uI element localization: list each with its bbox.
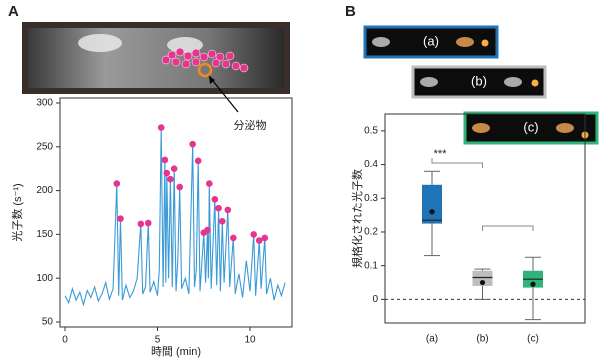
mean	[479, 279, 486, 286]
condition-label: (c)	[523, 119, 538, 134]
photo	[22, 22, 290, 94]
y-tick-label: 0.1	[364, 260, 378, 271]
peak-marker	[224, 206, 232, 214]
plot-frame	[59, 97, 293, 328]
x-axis-label: 時間 (min)	[151, 345, 201, 358]
arrow	[208, 75, 239, 113]
peak-marker	[170, 165, 178, 172]
peak-marker	[194, 157, 202, 165]
y-tick-label: 100	[36, 273, 53, 284]
annotation: 分泌物	[234, 118, 267, 132]
peak-marker	[255, 237, 263, 244]
condition-label: (b)	[471, 73, 487, 88]
fly	[472, 123, 490, 133]
y-tick-label: 0.4	[364, 159, 378, 170]
y-tick-label: 0	[372, 294, 378, 305]
y-axis-label: 光子数 (s⁻¹)	[10, 183, 24, 241]
peak-marker	[215, 204, 222, 212]
fly	[372, 37, 390, 47]
peak-marker	[189, 140, 196, 148]
significance: ***	[434, 148, 448, 160]
y-tick-label: 300	[36, 98, 53, 109]
fly	[504, 77, 522, 87]
peak-marker	[211, 196, 219, 203]
condition-images: (a) (b) (c)	[363, 25, 599, 145]
fly	[556, 123, 574, 133]
peak-marker	[137, 220, 145, 228]
peak-marker	[157, 124, 165, 131]
fly	[456, 37, 474, 47]
arrow-head	[209, 76, 215, 84]
panel-label: A	[8, 3, 19, 20]
peak-marker	[163, 169, 171, 177]
peak-marker	[230, 234, 237, 242]
bracket	[482, 225, 534, 231]
peak-marker	[206, 180, 213, 187]
plot-frame	[384, 113, 586, 324]
x-tick-label: 10	[244, 335, 256, 346]
peak-marker	[250, 231, 257, 238]
y-tick-label: 0.3	[364, 193, 378, 204]
y-tick-label: 0.5	[364, 125, 378, 136]
dot	[531, 79, 539, 87]
box	[422, 184, 442, 224]
condition-label: (a)	[423, 33, 439, 48]
y-tick-label: 250	[36, 141, 53, 152]
peak-marker	[161, 156, 169, 164]
x-tick-label: (b)	[476, 334, 488, 345]
peak-marker	[261, 234, 269, 242]
y-tick-label: 200	[36, 185, 53, 196]
mean	[530, 281, 536, 287]
x-tick-label: 0	[62, 335, 68, 346]
x-tick-label: (a)	[426, 334, 438, 345]
peak-marker	[144, 219, 152, 227]
trace-line	[64, 127, 286, 307]
peak-marker	[176, 183, 183, 191]
peak-marker	[218, 217, 226, 225]
peak-marker	[113, 180, 121, 187]
y-tick-label: 50	[42, 317, 54, 328]
peak-marker	[204, 226, 211, 234]
panel-label: B	[345, 3, 356, 20]
mean	[429, 209, 435, 215]
fly	[420, 77, 438, 87]
y-axis-label: 規格化された光子数	[350, 169, 364, 268]
y-tick-label: 0.2	[364, 227, 378, 238]
box	[472, 270, 493, 286]
dot	[481, 39, 489, 47]
y-tick-label: 150	[36, 229, 53, 240]
x-tick-label: 5	[155, 335, 161, 346]
x-tick-label: (c)	[527, 334, 539, 345]
peak-marker	[167, 175, 174, 183]
peak-marker	[117, 215, 124, 222]
significance-bracket	[431, 158, 483, 168]
